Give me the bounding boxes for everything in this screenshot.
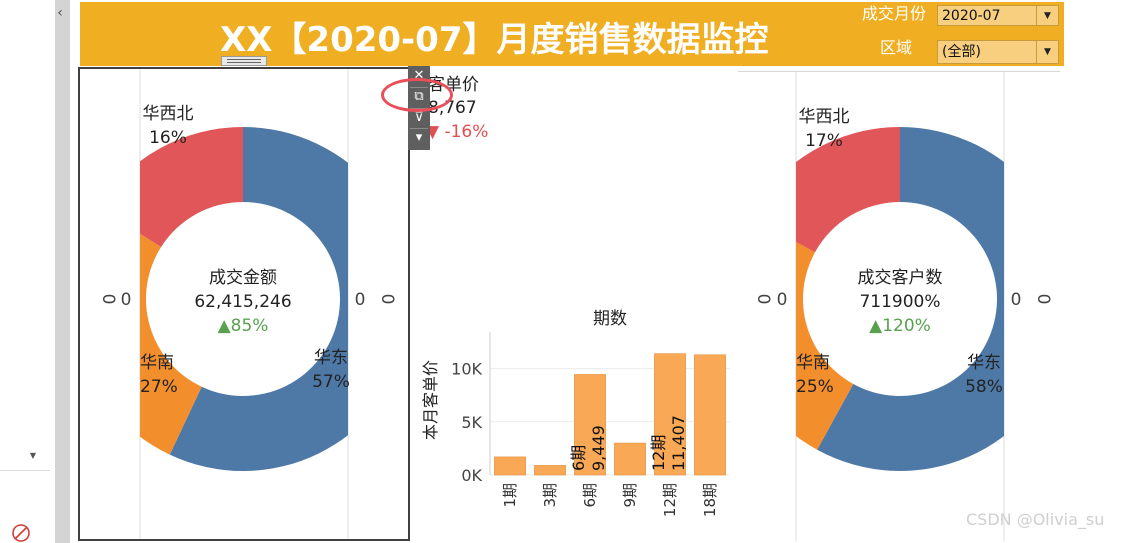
donut-center-label: 成交金额 [209, 268, 277, 288]
donut-label-line: 华东 [314, 348, 348, 368]
donut-label: 华东 57% [312, 348, 350, 392]
sales-amount-donut-panel[interactable]: 华东 57% 华南 27% 华西北 16% 成交金额 62,415,246 ▲85% 0 0 0 0 [78, 67, 410, 541]
bar-chart-title: 期数 [593, 309, 627, 329]
donut-label-line: 华南 [796, 353, 830, 373]
donut-center-label: 成交客户数 [858, 268, 943, 288]
avg-price-value: 8,767 [428, 98, 477, 118]
region-dropdown-icon[interactable]: ▼ [1036, 41, 1058, 63]
donut-label: 华东 58% [965, 353, 1003, 397]
donut-slices [78, 127, 410, 471]
avg-price-label: 客单价 [428, 75, 479, 95]
donut-label-line: 华西北 [799, 107, 850, 127]
avg-price-change: ▼ -16% [426, 122, 489, 142]
x-tick-label: 9期 [621, 483, 639, 508]
donut-label-line: 华南 [140, 353, 174, 373]
donut-label-line: 华东 [967, 353, 1001, 373]
avg-price-bar-panel[interactable]: 期数 本月客单价 0K 5K 10K 1期 3期 6期 6期 9,449 9期 12期 12期 11,40… [420, 300, 740, 543]
donut-label-line: 57% [312, 372, 350, 392]
region-filter-label: 区域 [880, 38, 913, 57]
donut-center-value: 711900% [859, 292, 940, 312]
donut-label-line: 17% [805, 131, 843, 151]
month-dropdown-icon[interactable]: ▼ [1036, 6, 1058, 25]
month-filter-select[interactable]: 2020-07 ▼ [937, 5, 1059, 26]
resize-grip-handle[interactable] [221, 56, 267, 66]
bar-data-label: 11,407 [669, 415, 688, 471]
x-tick-label: 18期 [701, 483, 719, 517]
x-tick-label: 3期 [541, 483, 559, 508]
bar-18期[interactable] [694, 354, 726, 476]
bar-9期[interactable] [614, 442, 646, 476]
donut-center-change: ▲85% [218, 316, 269, 336]
bar-12期[interactable] [654, 353, 686, 476]
toolbar-separator [410, 108, 428, 109]
y-tick-label: 5K [461, 413, 482, 432]
bar-3期[interactable] [534, 465, 566, 476]
toolbar-separator [410, 128, 428, 129]
header-banner: XX【2020-07】月度销售数据监控 成交月份 2020-07 ▼ 区域 (全… [80, 2, 1064, 66]
donut-label: 华南 27% [140, 353, 178, 397]
x-tick-label: 6期 [581, 483, 599, 508]
donut-label-line: 华西北 [143, 104, 194, 124]
bar-data-label: 12期 [649, 435, 668, 471]
watermark: CSDN @Olivia_su [966, 510, 1105, 529]
donut-center-change: ▲120% [869, 316, 931, 336]
donut-label: 华西北 16% [143, 104, 194, 148]
donut-slices [738, 127, 1060, 471]
bar-1期[interactable] [494, 456, 526, 476]
sheet-toolbar: ✕ ⧉ ⊽ ▾ [408, 66, 430, 150]
side-zero-label: 0 [1011, 290, 1022, 310]
popout-icon[interactable]: ⧉ [414, 89, 424, 104]
donut-label-line: 25% [796, 377, 834, 397]
collapse-chevron-icon[interactable]: ‹ [57, 5, 63, 21]
axis-zero-label: 0 [377, 294, 397, 305]
axis-zero-label: 0 [98, 294, 118, 305]
donut-center-value: 62,415,246 [194, 292, 291, 312]
donut-slice-华南[interactable] [78, 207, 202, 455]
donut-slice-华西北[interactable] [749, 127, 900, 253]
filter-icon[interactable]: ⊽ [414, 110, 424, 125]
bar-chart-ylabel: 本月客单价 [421, 360, 440, 440]
donut-slice-华南[interactable] [738, 216, 854, 450]
customer-count-donut-panel[interactable]: 华东 58% 华南 25% 华西北 17% 成交客户数 711900% ▲120% 0 0 0 0 [738, 72, 1060, 541]
donut-slice-华西北[interactable] [98, 127, 243, 248]
x-tick-label: 1期 [501, 483, 519, 508]
donut-label-line: 27% [140, 377, 178, 397]
more-options-icon[interactable]: ▾ [415, 130, 423, 145]
month-filter-label: 成交月份 [862, 4, 927, 23]
side-scroll-gutter[interactable] [55, 0, 70, 543]
side-zero-label: 0 [121, 290, 132, 310]
side-zero-label: 0 [355, 290, 366, 310]
toolbar-separator [410, 87, 428, 88]
bar-data-label: 6期 [569, 445, 588, 471]
month-filter-value: 2020-07 [942, 8, 1001, 24]
side-dropdown-icon[interactable]: ▼ [29, 451, 37, 460]
donut-slice-华东[interactable] [817, 127, 1060, 471]
no-entry-icon[interactable] [10, 522, 32, 543]
side-zero-label: 0 [777, 290, 788, 310]
side-panel-divider [0, 470, 50, 471]
axis-zero-label: 0 [753, 294, 773, 305]
dashboard-title: XX【2020-07】月度销售数据监控 [220, 20, 769, 60]
bar-data-label: 9,449 [589, 425, 608, 471]
region-filter-select[interactable]: (全部) ▼ [937, 40, 1059, 64]
side-panel [0, 0, 50, 543]
region-filter-value: (全部) [942, 44, 981, 60]
bar-6期[interactable] [574, 374, 606, 476]
y-tick-label: 0K [461, 466, 482, 485]
donut-label: 华南 25% [796, 353, 834, 397]
panel-divider [738, 71, 1060, 72]
y-tick-label: 10K [451, 360, 482, 379]
x-tick-label: 12期 [661, 483, 679, 517]
close-icon[interactable]: ✕ [413, 68, 425, 83]
donut-slice-华东[interactable] [169, 127, 410, 471]
donut-label-line: 58% [965, 377, 1003, 397]
donut-label-line: 16% [149, 128, 187, 148]
donut-label: 华西北 17% [799, 107, 850, 151]
axis-zero-label: 0 [1033, 294, 1053, 305]
